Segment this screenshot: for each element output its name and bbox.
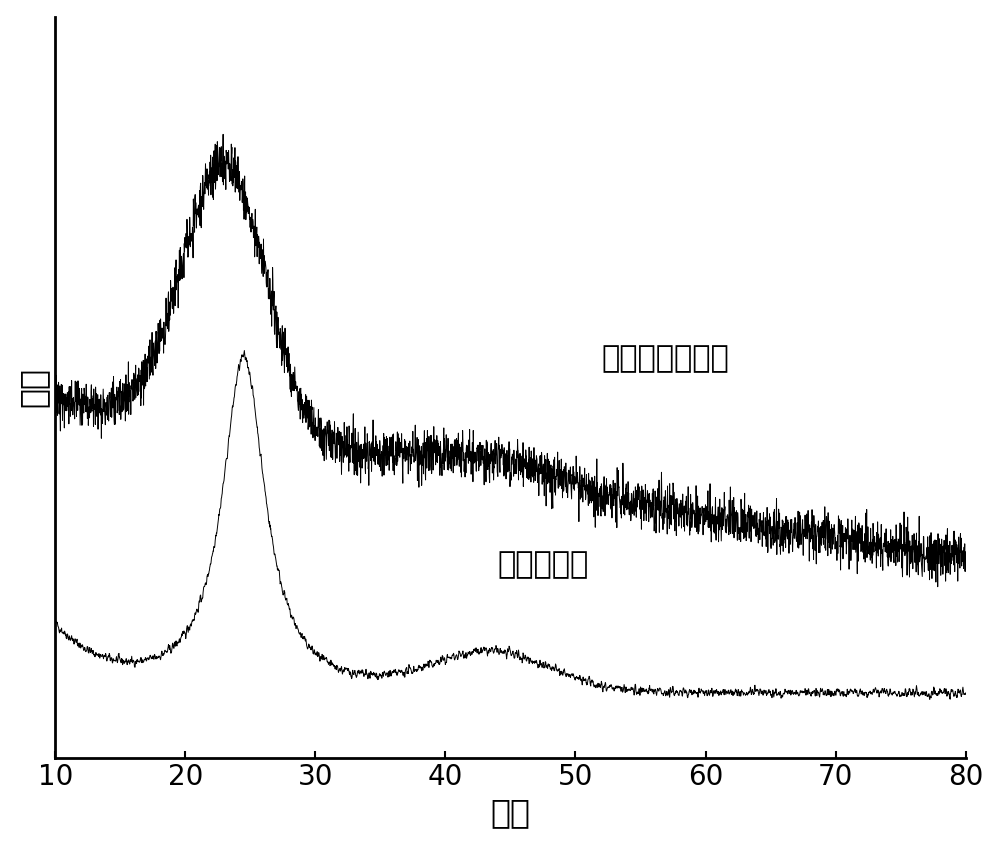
X-axis label: 角度: 角度 [490, 796, 530, 829]
Y-axis label: 强度: 强度 [17, 367, 50, 407]
Text: 纯的导电碳: 纯的导电碳 [497, 550, 589, 579]
Text: 所述的复合材料: 所述的复合材料 [601, 343, 729, 373]
